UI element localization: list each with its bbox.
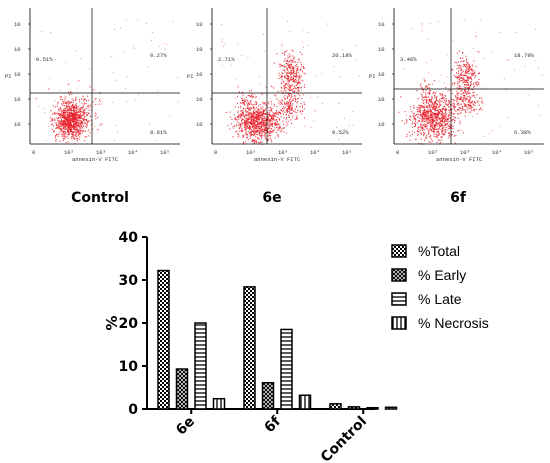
x-tick-label: 0	[396, 149, 399, 156]
x-tick-label: 10²	[64, 149, 74, 156]
x-tick-label: 0	[214, 149, 217, 156]
legend-swatch	[391, 292, 407, 306]
quadrant-upper-right-value: 18.79%	[514, 52, 535, 59]
bar-y-axis-label: %	[103, 315, 121, 330]
bar-control-1	[347, 406, 361, 410]
x-tick-label: 10⁴	[492, 149, 502, 156]
x-axis-label: annexin-V FITC	[72, 156, 119, 163]
bar-control-2	[366, 406, 379, 410]
y-tick-label: 10	[196, 71, 203, 78]
quadrant-upper-left-value: 0.51%	[36, 56, 53, 63]
sample-label-6e: 6e	[262, 190, 282, 206]
y-tick-label: 10	[14, 71, 21, 78]
y-tick-label: 10	[14, 96, 21, 103]
y-tick-label: 10	[119, 359, 139, 375]
bar-control-0	[329, 403, 342, 410]
y-tick-label: 10	[378, 21, 385, 28]
legend-label: % Necrosis	[418, 315, 489, 331]
legend-swatch	[391, 316, 407, 330]
y-tick-label: 10	[14, 121, 21, 128]
x-tick-label: 10⁴	[310, 149, 320, 156]
legend-swatch	[391, 268, 407, 282]
y-axis-label: PI	[187, 73, 194, 80]
sample-label-control: Control	[71, 190, 129, 206]
x-tick-label: 10³	[278, 149, 288, 156]
x-tick-label: 10⁵	[342, 149, 352, 156]
bar-6f-2	[280, 328, 293, 410]
quadrant-lower-right-value: 0.61%	[150, 129, 167, 136]
scatter-dots	[220, 20, 360, 146]
scatter-dots	[35, 19, 179, 145]
y-tick-label: 10	[14, 46, 21, 53]
x-category-label: 6e	[173, 414, 198, 439]
legend-label: % Early	[418, 267, 466, 283]
x-category-label: 6f	[262, 413, 285, 436]
y-axis-label: PI	[5, 73, 12, 80]
legend-label: % Late	[418, 291, 462, 307]
bar-control-3	[384, 406, 398, 410]
y-tick-label: 10	[196, 121, 203, 128]
x-tick-label: 10²	[246, 149, 256, 156]
x-tick-label: 10⁴	[128, 149, 138, 156]
x-category-label: Control	[318, 414, 370, 463]
y-tick-label: 10	[378, 46, 385, 53]
y-tick-label: 20	[119, 316, 139, 332]
y-tick-label: 10	[196, 46, 203, 53]
y-tick-label: 40	[119, 230, 139, 246]
legend-swatch	[391, 244, 407, 258]
quadrant-upper-left-value: 3.46%	[400, 56, 417, 63]
y-tick-label: 10	[196, 96, 203, 103]
x-tick-label: 10⁵	[524, 149, 534, 156]
y-tick-label: 30	[119, 273, 139, 289]
bar-6f-0	[243, 286, 256, 410]
bar-6e-0	[157, 269, 170, 410]
x-axis-label: annexin-V FITC	[254, 156, 301, 163]
y-axis-label: PI	[369, 73, 376, 80]
sample-label-6f: 6f	[450, 190, 466, 206]
quadrant-lower-right-value: 6.38%	[514, 129, 531, 136]
quadrant-upper-right-value: 20.18%	[332, 52, 353, 59]
legend-label: %Total	[418, 243, 460, 259]
x-tick-label: 0	[32, 149, 35, 156]
x-tick-label: 10⁵	[160, 149, 170, 156]
bar-6e-3	[212, 397, 226, 410]
quadrant-lower-right-value: 9.52%	[332, 129, 349, 136]
bar-6f-3	[298, 394, 312, 410]
x-axis-label: annexin-V FITC	[436, 156, 483, 163]
x-tick-label: 10²	[428, 149, 438, 156]
bar-6f-1	[261, 382, 275, 410]
bar-6e-2	[194, 322, 207, 410]
quadrant-upper-left-value: 2.71%	[218, 56, 235, 63]
y-tick-label: 10	[196, 21, 203, 28]
quadrant-upper-right-value: 0.27%	[150, 52, 167, 59]
y-tick-label: 10	[378, 121, 385, 128]
y-tick-label: 10	[14, 21, 21, 28]
y-tick-label: 10	[378, 96, 385, 103]
y-tick-label: 0	[128, 402, 138, 418]
y-tick-label: 10	[378, 71, 385, 78]
x-tick-label: 10³	[460, 149, 470, 156]
x-tick-label: 10³	[96, 149, 106, 156]
scatter-dots	[398, 19, 543, 145]
bar-6e-1	[175, 368, 189, 410]
